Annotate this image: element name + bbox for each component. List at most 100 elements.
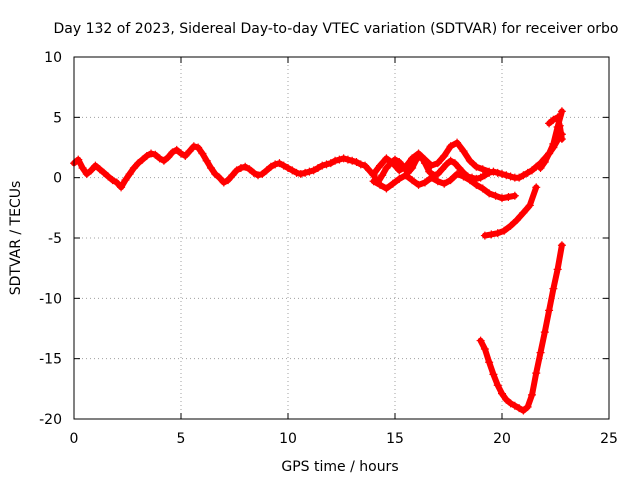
- data-point: [181, 151, 190, 160]
- data-point: [275, 159, 284, 168]
- data-point: [318, 161, 327, 170]
- data-point: [472, 162, 481, 171]
- data-point: [378, 171, 387, 180]
- data-point: [480, 231, 489, 240]
- data-point: [309, 166, 318, 175]
- series-trace: [71, 131, 565, 191]
- data-point: [408, 176, 417, 185]
- data-point: [455, 164, 464, 173]
- data-point: [112, 178, 121, 187]
- data-point: [228, 171, 237, 180]
- data-point: [480, 345, 489, 354]
- data-point: [138, 155, 147, 164]
- data-point: [271, 160, 280, 169]
- data-point: [536, 348, 545, 357]
- data-point: [224, 176, 233, 185]
- x-tick-label: 5: [177, 431, 186, 447]
- data-point: [104, 172, 113, 181]
- data-point: [388, 179, 397, 188]
- data-point: [440, 179, 449, 188]
- data-point: [414, 180, 423, 189]
- data-point: [450, 159, 459, 168]
- data-point: [440, 151, 449, 160]
- data-point: [125, 170, 134, 179]
- data-point: [493, 229, 502, 238]
- data-point: [266, 162, 275, 171]
- y-axis-ticks: -20 -15 -10 -5 0 5 10: [39, 50, 609, 428]
- data-point: [194, 143, 203, 152]
- data-point: [249, 168, 258, 177]
- x-tick-label: 25: [600, 431, 618, 447]
- data-point: [487, 230, 496, 239]
- data-point: [382, 154, 391, 163]
- y-tick-label: 10: [44, 50, 62, 66]
- x-tick-label: 20: [493, 431, 511, 447]
- data-point: [408, 154, 417, 163]
- data-point: [376, 180, 385, 189]
- data-point: [523, 168, 532, 177]
- data-point: [491, 191, 500, 200]
- data-point: [121, 176, 130, 185]
- y-tick-label: -20: [39, 412, 62, 428]
- data-point: [532, 369, 541, 378]
- data-point: [545, 306, 554, 315]
- data-point: [498, 170, 506, 179]
- data-point: [155, 154, 164, 163]
- data-point: [540, 328, 549, 337]
- data-point: [557, 241, 566, 250]
- data-point: [91, 161, 100, 170]
- data-point: [545, 119, 554, 128]
- data-point: [465, 176, 474, 185]
- data-point: [438, 165, 447, 174]
- data-point: [361, 161, 370, 170]
- data-point: [504, 192, 513, 201]
- data-point: [527, 166, 536, 175]
- data-point: [472, 180, 481, 189]
- data-point: [254, 171, 263, 180]
- data-point: [459, 172, 468, 181]
- x-tick-label: 15: [386, 431, 404, 447]
- data-point: [446, 156, 455, 165]
- data-point: [177, 149, 185, 158]
- data-point: [557, 107, 566, 116]
- data-point: [525, 201, 534, 210]
- data-point: [427, 173, 436, 182]
- data-point: [453, 170, 462, 179]
- y-tick-label: -5: [48, 231, 62, 247]
- data-point: [553, 113, 562, 122]
- data-point: [519, 208, 528, 217]
- y-tick-label: -15: [39, 352, 62, 368]
- data-point: [108, 176, 117, 185]
- data-point: [279, 161, 288, 170]
- data-point: [301, 168, 310, 177]
- data-point: [485, 189, 494, 198]
- data-point: [493, 381, 502, 390]
- series-upper-branch: [369, 138, 494, 179]
- data-point: [502, 171, 511, 180]
- data-point: [536, 164, 545, 173]
- data-point: [78, 164, 87, 173]
- data-point: [414, 149, 423, 158]
- x-axis-label: GPS time / hours: [281, 459, 398, 475]
- y-tick-label: -10: [39, 291, 62, 307]
- data-point: [500, 226, 509, 235]
- data-point: [356, 160, 365, 169]
- data-point: [352, 157, 361, 166]
- grid-lines: [74, 57, 609, 419]
- data-point: [147, 149, 156, 158]
- data-point: [549, 284, 558, 293]
- data-point: [326, 159, 335, 168]
- data-point: [382, 164, 391, 173]
- data-point: [555, 121, 564, 130]
- data-point: [446, 142, 455, 151]
- data-point: [232, 166, 241, 175]
- data-point: [498, 194, 506, 203]
- data-point: [211, 170, 220, 179]
- data-point: [532, 183, 541, 192]
- data-point: [433, 159, 442, 168]
- data-point: [159, 156, 168, 165]
- data-point: [322, 160, 331, 169]
- data-point: [420, 155, 429, 164]
- data-point: [382, 184, 391, 193]
